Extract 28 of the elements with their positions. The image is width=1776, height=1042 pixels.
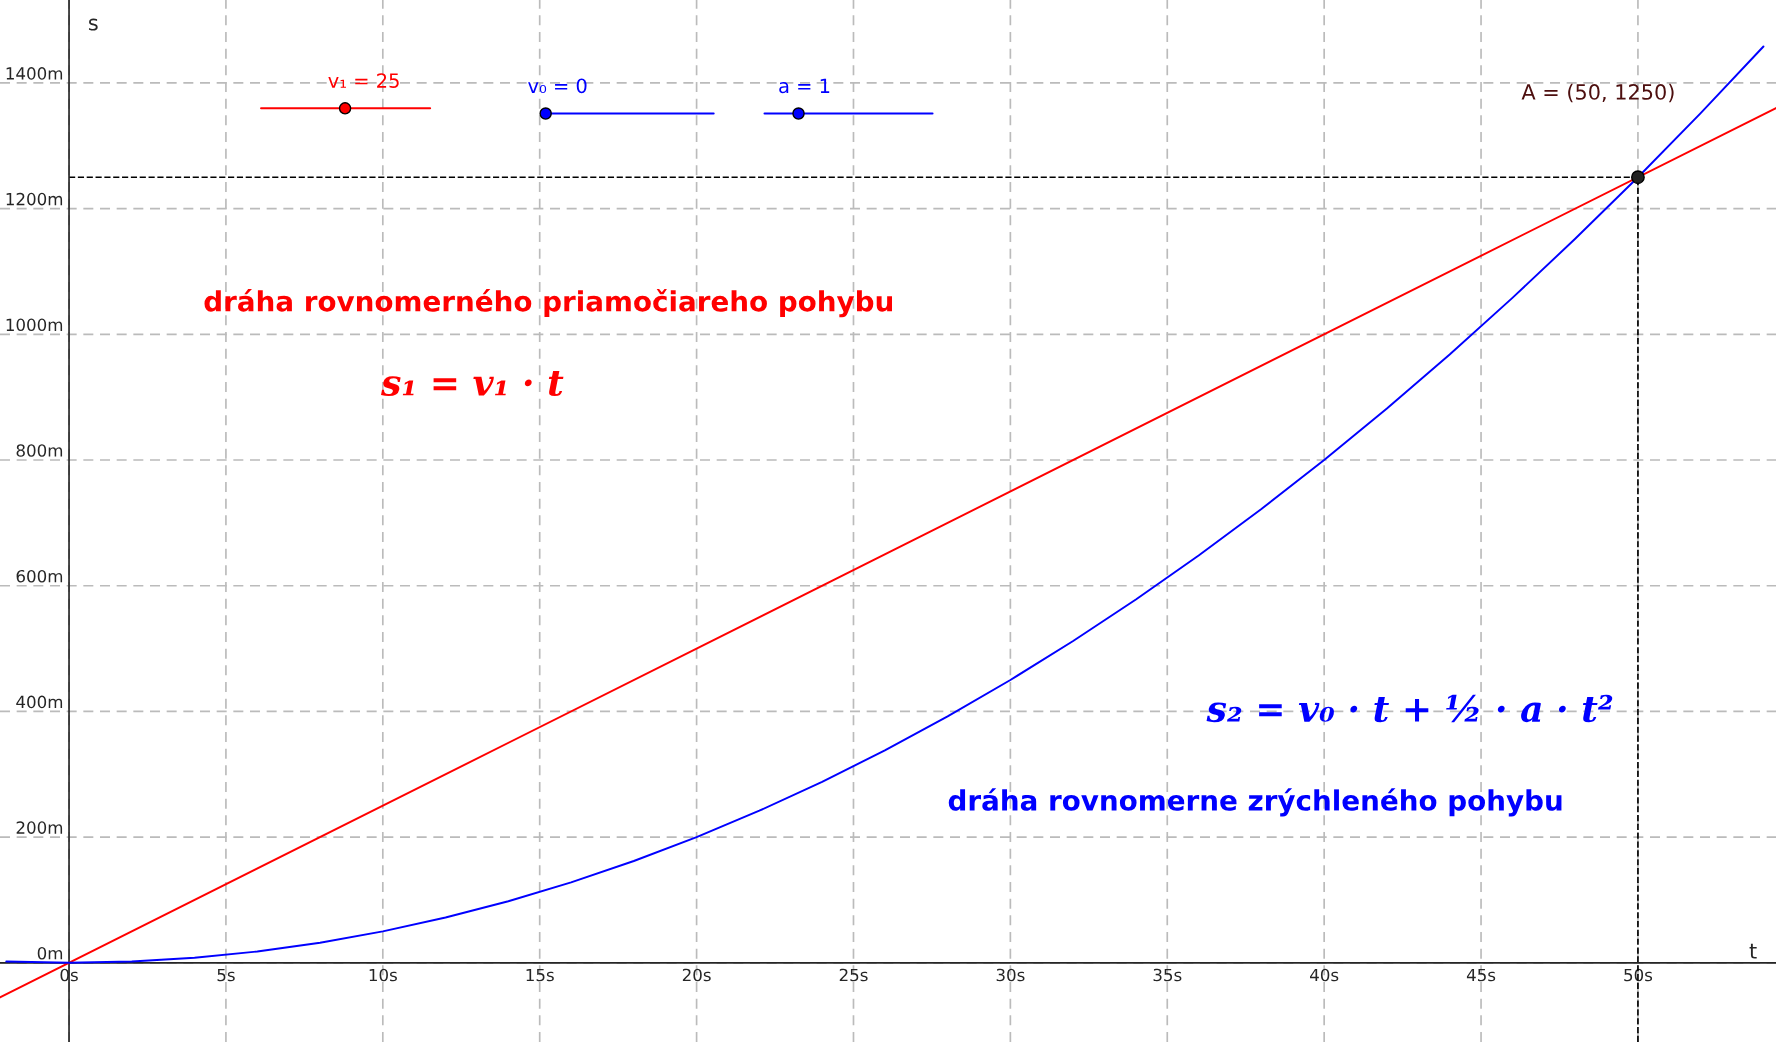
x-tick-label: 40s bbox=[1310, 968, 1339, 982]
annotation: v₁ = 25 bbox=[328, 73, 399, 88]
x-tick-label: 50s bbox=[1624, 968, 1653, 982]
y-tick-label: 200m bbox=[16, 821, 63, 834]
y-axis-title: s bbox=[88, 18, 98, 31]
annotation: s₁ = v₁ · t bbox=[381, 370, 564, 397]
x-tick-label: 20s bbox=[682, 968, 711, 982]
x-axis-title: t bbox=[1749, 943, 1757, 959]
x-tick-label: 10s bbox=[369, 968, 397, 982]
x-tick-label: 35s bbox=[1153, 968, 1182, 982]
y-tick-label: 800m bbox=[16, 444, 63, 457]
x-tick-label: 25s bbox=[839, 968, 868, 982]
annotation: s₂ = v₀ · t + ½ · a · t² bbox=[1206, 694, 1613, 723]
annotation: a = 1 bbox=[779, 78, 830, 94]
x-tick-label: 30s bbox=[996, 968, 1025, 982]
y-tick-label: 1000m bbox=[6, 318, 63, 332]
annotation: dráha rovnomerne zrýchleného pohybu bbox=[948, 788, 1562, 817]
x-tick-label: 45s bbox=[1466, 968, 1496, 982]
annotation: dráha rovnomerného priamočiareho pohybu bbox=[204, 289, 892, 318]
y-tick-label: 0m bbox=[37, 946, 63, 960]
y-tick-label: 1400m bbox=[6, 67, 63, 80]
annotation: A = (50, 1250) bbox=[1521, 83, 1674, 103]
y-tick-label: 400m bbox=[16, 695, 63, 709]
x-tick-label: 15s bbox=[526, 968, 554, 982]
x-tick-label: 5s bbox=[217, 968, 235, 982]
y-tick-label: 1200m bbox=[6, 192, 63, 206]
annotation: v₀ = 0 bbox=[528, 78, 587, 94]
y-tick-label: 600m bbox=[16, 569, 63, 583]
